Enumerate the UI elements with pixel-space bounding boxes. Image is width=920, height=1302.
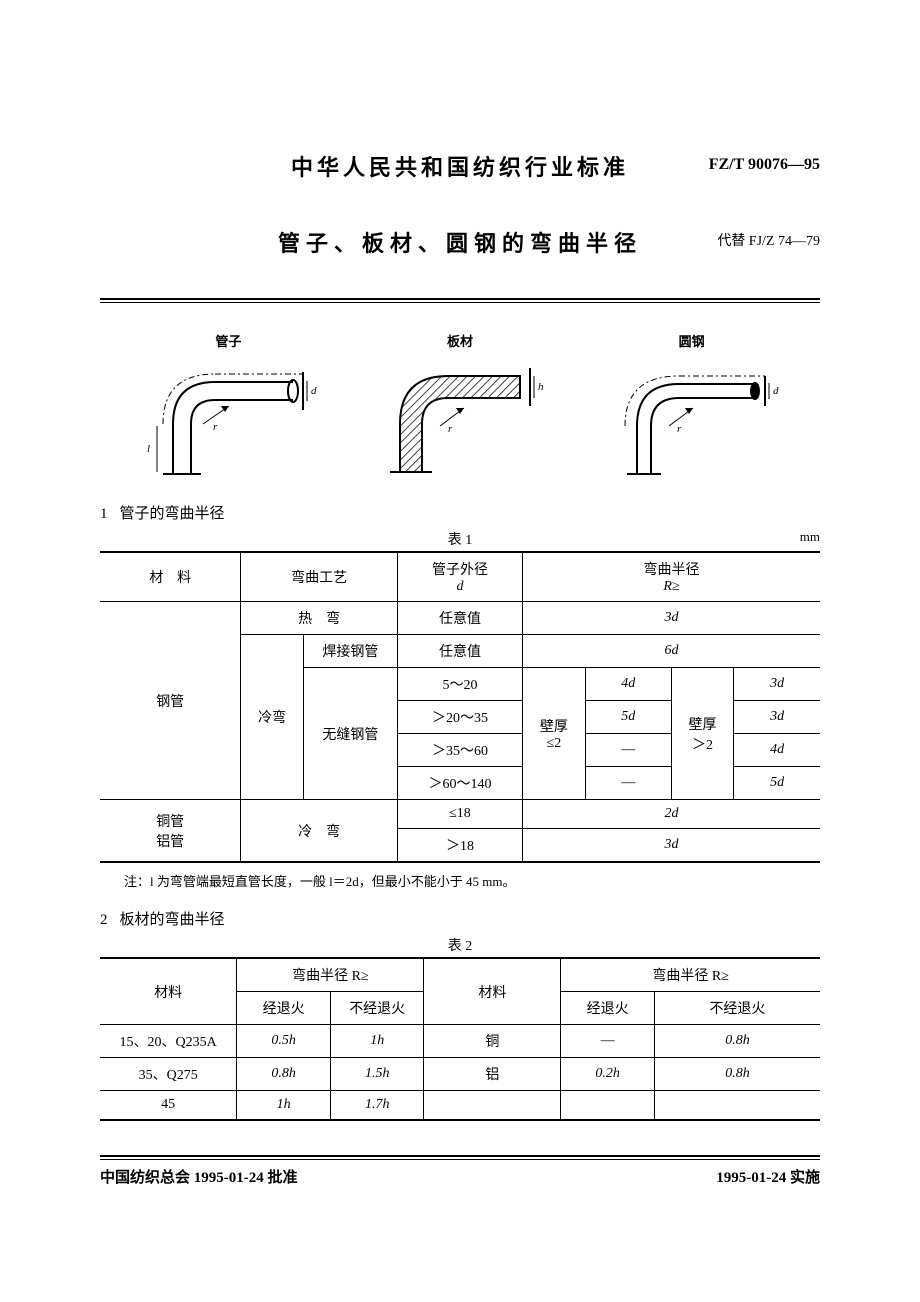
t1-cold: 冷弯 xyxy=(241,635,304,800)
fig-label-plate: 板材 xyxy=(370,331,550,350)
t1-rgt2-3: 4d xyxy=(734,734,820,767)
table-2: 材料 弯曲半径 R≥ 材料 弯曲半径 R≥ 经退火 不经退火 经退火 不经退火 … xyxy=(100,957,820,1121)
t1-rgt2-4: 5d xyxy=(734,767,820,800)
section-2-num: 2 xyxy=(100,912,108,928)
t1-dgt18: ＞18 xyxy=(397,829,522,863)
table-row: 15、20、Q235A 0.5h 1h 铜 — 0.8h xyxy=(100,1025,820,1058)
t1-any: 任意值 xyxy=(397,602,522,635)
footer-effect: 1995-01-24 实施 xyxy=(716,1166,820,1187)
table-1-note: 注：l 为弯管端最短直管长度，一般 l＝2d，但最小不能小于 45 mm。 xyxy=(124,871,820,890)
fig-label-round: 圆钢 xyxy=(597,331,787,350)
replace-note: 代替 FJ/Z 74—79 xyxy=(717,230,820,250)
t1-dle18: ≤18 xyxy=(397,800,522,829)
section-1-num: 1 xyxy=(100,506,108,522)
standard-code: FZ/T 90076—95 xyxy=(709,156,820,174)
t1-rle2-4: — xyxy=(585,767,671,800)
t1-rle2-1: 4d xyxy=(585,668,671,701)
t1-d4: ＞60～140 xyxy=(397,767,522,800)
t1-rle2-3: — xyxy=(585,734,671,767)
t2-h-na1: 不经退火 xyxy=(330,992,424,1025)
t1-seamless: 无缝钢管 xyxy=(303,668,397,800)
t1-h-od: 管子外径d xyxy=(397,552,522,602)
section-2-title: 板材的弯曲半径 xyxy=(120,912,225,928)
t1-d3: ＞35～60 xyxy=(397,734,522,767)
svg-text:d: d xyxy=(773,385,779,397)
svg-text:r: r xyxy=(677,423,682,435)
footer: 中国纺织总会 1995-01-24 批准 1995-01-24 实施 xyxy=(100,1155,820,1187)
t1-r-welded: 6d xyxy=(523,635,820,668)
round-bend-icon: r d xyxy=(597,354,787,484)
t1-d2: ＞20～35 xyxy=(397,701,522,734)
t1-wt-gt2: 壁厚＞2 xyxy=(671,668,734,800)
t1-d1: 5～20 xyxy=(397,668,522,701)
t1-cu-al: 铜管铝管 xyxy=(100,800,241,863)
t2-h-na2: 不经退火 xyxy=(654,992,820,1025)
rule-thin xyxy=(100,302,820,303)
t1-rle2-2: 5d xyxy=(585,701,671,734)
table-2-caption: 表 2 xyxy=(448,935,473,955)
svg-text:l: l xyxy=(147,443,150,455)
section-1-title: 管子的弯曲半径 xyxy=(120,506,225,522)
table-1: 材 料 弯曲工艺 管子外径d 弯曲半径R≥ 钢管 热 弯 任意值 3d 冷弯 焊… xyxy=(100,551,820,863)
t1-rgt2-2: 3d xyxy=(734,701,820,734)
t1-any2: 任意值 xyxy=(397,635,522,668)
t1-rgt2-1: 3d xyxy=(734,668,820,701)
section-1-heading: 1 管子的弯曲半径 xyxy=(100,502,820,523)
t2-h-a1: 经退火 xyxy=(237,992,331,1025)
figures-row: 管子 xyxy=(110,331,810,484)
t1-hot: 热 弯 xyxy=(241,602,398,635)
t1-h-proc: 弯曲工艺 xyxy=(241,552,398,602)
t1-r-hot: 3d xyxy=(523,602,820,635)
t1-rcu2: 3d xyxy=(523,829,820,863)
t2-h-a2: 经退火 xyxy=(561,992,655,1025)
t2-h-mat1: 材料 xyxy=(100,958,237,1025)
table-1-caption: 表 1 xyxy=(448,529,473,549)
t1-cold2: 冷 弯 xyxy=(241,800,398,863)
svg-text:h: h xyxy=(538,381,544,393)
t1-h-r: 弯曲半径R≥ xyxy=(523,552,820,602)
fig-label-pipe: 管子 xyxy=(133,331,323,350)
pipe-bend-icon: r d l xyxy=(133,354,323,484)
t2-h-r1: 弯曲半径 R≥ xyxy=(237,958,424,992)
rule-thick xyxy=(100,298,820,300)
t1-rcu1: 2d xyxy=(523,800,820,829)
table-1-unit: mm xyxy=(800,529,820,545)
plate-bend-icon: r h xyxy=(370,354,550,484)
table-row: 45 1h 1.7h xyxy=(100,1091,820,1121)
svg-text:r: r xyxy=(213,421,218,433)
t1-h-mat: 材 料 xyxy=(100,552,241,602)
t1-welded: 焊接钢管 xyxy=(303,635,397,668)
svg-text:d: d xyxy=(311,385,317,397)
header: 中华人民共和国纺织行业标准 FZ/T 90076—95 管子、板材、圆钢的弯曲半… xyxy=(100,150,820,258)
svg-text:r: r xyxy=(448,423,453,435)
t2-h-mat2: 材料 xyxy=(424,958,561,1025)
footer-approve: 中国纺织总会 1995-01-24 批准 xyxy=(100,1166,298,1187)
document-title: 管子、板材、圆钢的弯曲半径 xyxy=(100,226,820,258)
t1-steel: 钢管 xyxy=(100,602,241,800)
t2-h-r2: 弯曲半径 R≥ xyxy=(561,958,820,992)
t1-wt-le2: 壁厚≤2 xyxy=(523,668,586,800)
section-2-heading: 2 板材的弯曲半径 xyxy=(100,908,820,929)
table-row: 35、Q275 0.8h 1.5h 铝 0.2h 0.8h xyxy=(100,1058,820,1091)
